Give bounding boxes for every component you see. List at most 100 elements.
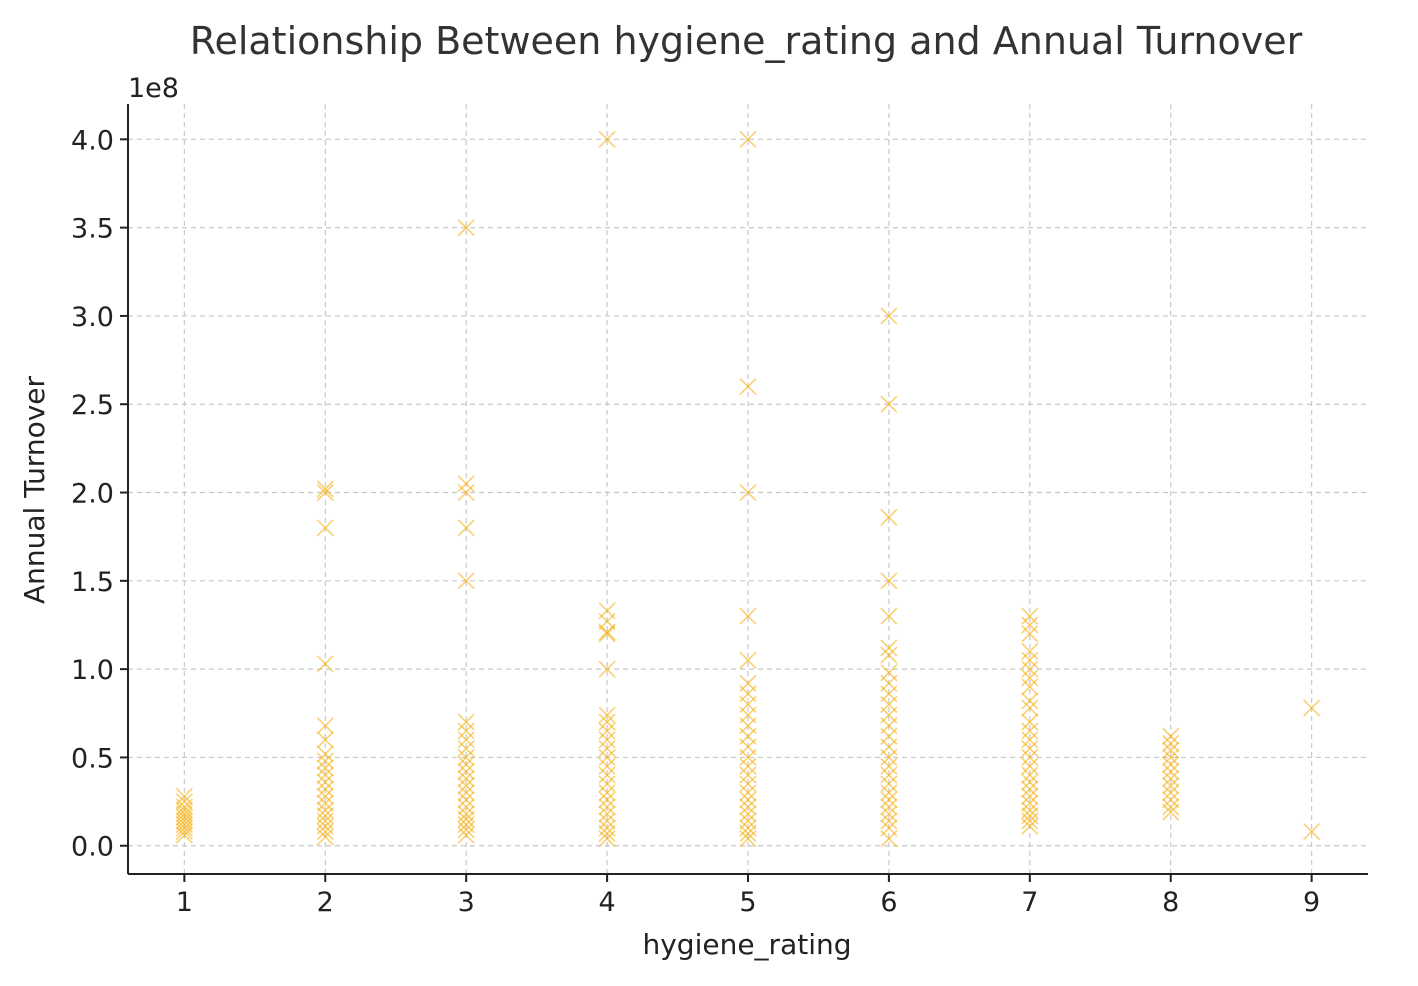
data-point-stroke	[1021, 669, 1039, 687]
data-point	[457, 770, 475, 788]
data-point	[739, 748, 757, 767]
data-point-stroke	[457, 740, 475, 758]
data-point	[457, 519, 475, 537]
data-point-stroke	[1021, 780, 1039, 798]
chart-title: Relationship Between hygiene_rating and …	[190, 19, 1303, 63]
data-points	[175, 130, 1321, 848]
data-point	[739, 812, 757, 830]
x-tick-label: 6	[880, 887, 897, 918]
data-point	[1021, 660, 1039, 678]
data-point-stroke	[457, 777, 475, 795]
data-point-stroke	[1162, 763, 1180, 781]
data-point-stroke	[316, 759, 334, 777]
data-point-stroke	[880, 830, 898, 848]
data-point	[457, 572, 475, 590]
data-point	[1162, 755, 1180, 774]
data-point-stroke	[1021, 660, 1039, 678]
data-point	[1303, 699, 1321, 717]
data-point	[457, 826, 475, 844]
data-point-stroke	[316, 823, 334, 841]
data-point-stroke	[1021, 722, 1039, 740]
y-tick-label: 1.5	[71, 567, 114, 598]
data-point	[598, 766, 616, 784]
data-point-stroke	[880, 508, 898, 526]
data-point-stroke	[316, 480, 334, 498]
data-point	[598, 722, 616, 740]
x-tick-label: 8	[1162, 887, 1179, 918]
data-point-stroke	[598, 660, 616, 678]
data-point	[598, 623, 616, 641]
data-point-stroke	[316, 766, 334, 784]
data-point-stroke	[598, 766, 616, 784]
data-point-stroke	[739, 651, 757, 669]
data-point-stroke	[739, 607, 757, 625]
data-point-stroke	[457, 219, 475, 237]
data-point	[316, 794, 334, 812]
data-point	[1021, 669, 1039, 687]
data-point-stroke	[316, 655, 334, 673]
data-point	[457, 755, 475, 774]
y-tick-label: 3.5	[71, 214, 114, 245]
data-point-stroke	[457, 784, 475, 802]
data-point	[1021, 766, 1039, 784]
data-point-stroke	[457, 519, 475, 537]
data-point-stroke	[316, 828, 334, 846]
data-point-stroke	[598, 706, 616, 724]
data-point	[1162, 734, 1180, 752]
data-point	[316, 773, 334, 791]
data-point-stroke	[739, 775, 757, 793]
data-point-stroke	[880, 757, 898, 775]
data-point	[880, 830, 898, 848]
data-point-stroke	[598, 731, 616, 749]
data-point	[175, 826, 193, 844]
data-point-stroke	[739, 812, 757, 830]
data-point-stroke	[739, 791, 757, 809]
y-tick-label: 3.0	[71, 302, 114, 333]
data-point-stroke	[1021, 812, 1039, 830]
data-point	[316, 759, 334, 777]
data-point-stroke	[316, 731, 334, 749]
data-point-stroke	[1021, 678, 1039, 696]
data-point	[457, 483, 475, 502]
data-point	[1021, 748, 1039, 767]
data-point	[457, 722, 475, 740]
data-point	[457, 798, 475, 816]
data-point-stroke	[598, 784, 616, 802]
data-point	[598, 731, 616, 749]
data-point	[880, 805, 898, 823]
data-point-stroke	[880, 307, 898, 325]
data-point	[1021, 722, 1039, 740]
data-point-stroke	[175, 819, 193, 837]
data-point	[316, 828, 334, 846]
data-point	[1162, 741, 1180, 759]
data-point	[739, 775, 757, 793]
data-point-stroke	[457, 770, 475, 788]
data-point	[598, 757, 616, 775]
x-axis-label: hygiene_rating	[642, 928, 851, 961]
data-point	[739, 757, 757, 775]
data-point	[880, 508, 898, 526]
data-point	[175, 823, 193, 841]
data-point-stroke	[880, 791, 898, 809]
data-point-stroke	[316, 780, 334, 798]
data-point	[1021, 773, 1039, 791]
data-point	[1021, 625, 1039, 643]
x-tick-label: 5	[739, 887, 756, 918]
data-point-stroke	[316, 745, 334, 763]
data-point-stroke	[880, 805, 898, 823]
data-point	[1021, 642, 1039, 661]
data-point-stroke	[457, 475, 475, 493]
data-point	[598, 784, 616, 802]
data-point	[598, 775, 616, 793]
data-point	[880, 812, 898, 830]
data-point	[598, 625, 616, 643]
data-point	[316, 823, 334, 841]
data-point-stroke	[598, 713, 616, 731]
data-point-stroke	[1021, 794, 1039, 812]
data-point	[316, 766, 334, 784]
data-point	[880, 395, 898, 413]
data-point-stroke	[1162, 770, 1180, 788]
data-point-stroke	[598, 805, 616, 823]
data-point	[598, 740, 616, 758]
data-point-stroke	[739, 757, 757, 775]
